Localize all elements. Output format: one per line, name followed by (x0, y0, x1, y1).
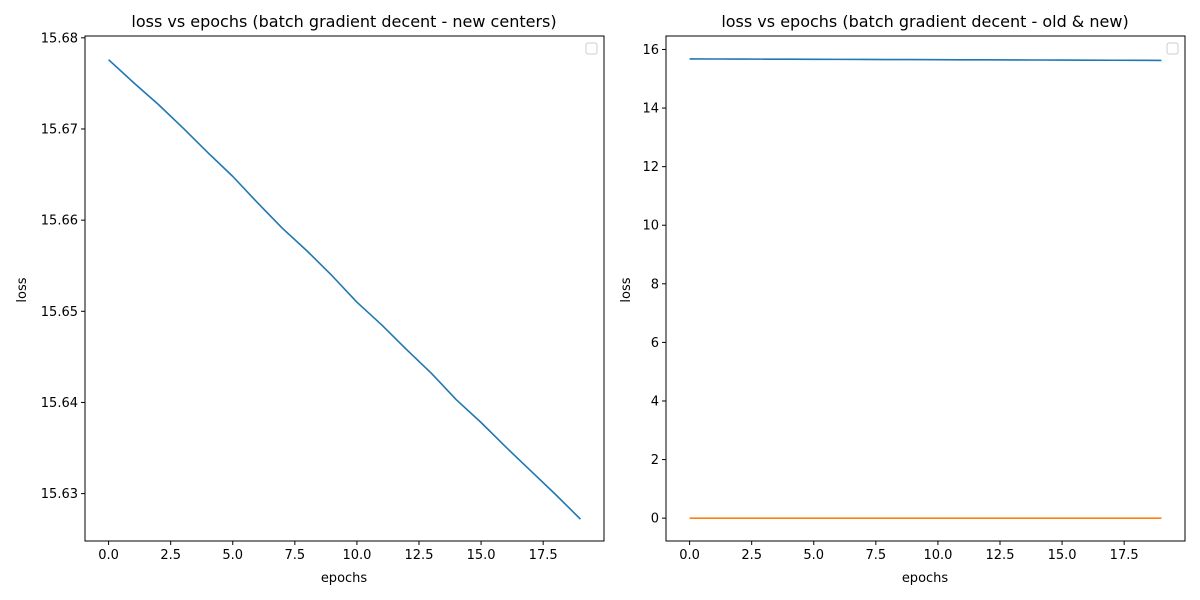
y-tick-label: 2 (651, 453, 659, 468)
y-axis-label: loss (619, 277, 634, 302)
axis-ticks: 0.0 2.5 5.0 7.5 10.0 12.5 15.0 17.5 0 2 4 6 8 10 12 14 1… (642, 43, 1138, 563)
y-axis-label: loss (15, 277, 30, 302)
x-tick-label: 0.0 (98, 548, 119, 563)
series-lines (108, 59, 581, 520)
y-tick-label: 14 (642, 102, 659, 117)
x-tick-label: 2.5 (160, 548, 181, 563)
series-line-1 (689, 58, 1162, 62)
x-tick-label: 15.0 (1048, 548, 1077, 563)
y-tick-label: 16 (642, 43, 659, 58)
y-tick-label: 15.67 (41, 122, 78, 137)
series-lines (689, 58, 1162, 519)
x-tick-label: 12.5 (405, 548, 434, 563)
x-tick-label: 2.5 (741, 548, 762, 563)
y-tick-label: 15.64 (41, 396, 78, 411)
y-tick-label: 6 (651, 336, 659, 351)
y-tick-label: 15.68 (41, 31, 78, 46)
x-tick-label: 7.5 (865, 548, 886, 563)
y-tick-label: 12 (642, 160, 659, 175)
x-tick-label: 17.5 (529, 548, 558, 563)
y-tick-label: 8 (651, 277, 659, 292)
y-tick-label: 4 (651, 394, 659, 409)
series-line-1 (108, 59, 581, 520)
chart-left: loss vs epochs (batch gradient decent - … (15, 12, 605, 586)
x-tick-label: 12.5 (986, 548, 1015, 563)
chart-title: loss vs epochs (batch gradient decent - … (721, 12, 1128, 31)
legend (585, 42, 598, 55)
x-axis-label: epochs (902, 571, 949, 586)
y-tick-label: 15.66 (41, 214, 78, 229)
chart-right: loss vs epochs (batch gradient decent - … (619, 12, 1186, 586)
x-tick-label: 5.0 (803, 548, 824, 563)
plot-frame (84, 35, 605, 542)
axis-ticks: 0.0 2.5 5.0 7.5 10.0 12.5 15.0 17.5 15.63 15.64 15… (41, 31, 558, 563)
plot-frame (665, 35, 1186, 542)
chart-title: loss vs epochs (batch gradient decent - … (131, 12, 556, 31)
y-tick-label: 10 (642, 219, 659, 234)
x-tick-label: 10.0 (923, 548, 952, 563)
x-axis-label: epochs (321, 571, 368, 586)
x-tick-label: 7.5 (284, 548, 305, 563)
y-tick-label: 0 (651, 512, 659, 527)
y-tick-label: 15.65 (41, 305, 78, 320)
x-tick-label: 15.0 (467, 548, 496, 563)
y-tick-label: 15.63 (41, 487, 78, 502)
x-tick-label: 5.0 (222, 548, 243, 563)
x-tick-label: 10.0 (342, 548, 371, 563)
x-tick-label: 17.5 (1110, 548, 1139, 563)
x-tick-label: 0.0 (679, 548, 700, 563)
legend (1166, 42, 1179, 55)
